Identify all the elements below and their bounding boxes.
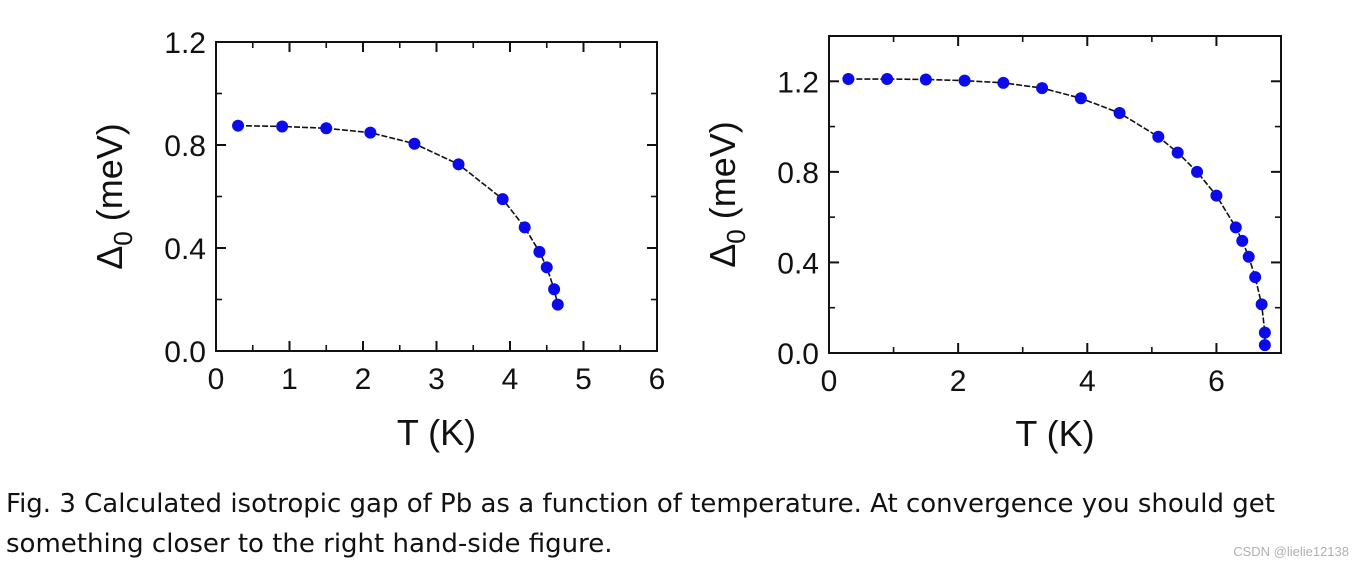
data-point: [1258, 339, 1271, 352]
y-axis-title: Δ0 (meV): [89, 123, 138, 270]
y-tick-label: 0.0: [777, 338, 819, 371]
data-point: [540, 261, 553, 274]
data-point: [496, 193, 509, 206]
y-axis-title: Δ0 (meV): [702, 121, 751, 268]
data-point: [1210, 189, 1223, 202]
series-line: [238, 124, 559, 305]
data-point: [1258, 326, 1271, 339]
y-tick-label: 0.4: [777, 247, 819, 280]
y-tick-label: 0.8: [777, 157, 819, 190]
data-point: [1171, 146, 1184, 159]
x-axis-title: T (K): [397, 412, 476, 453]
y-axis-title-sub: 0: [108, 231, 138, 245]
y-axis-title-sub: 0: [721, 229, 751, 243]
data-point: [958, 74, 971, 87]
x-tick-label: 2: [950, 365, 967, 398]
x-tick-label: 5: [575, 363, 592, 396]
figure-charts: 0 1 2 3 4 5 60.00.40.81.2T (K)Δ0 (meV) 0 2 4 60.0…: [89, 27, 1282, 454]
data-point: [408, 137, 421, 150]
y-tick-label: 0.4: [164, 233, 206, 266]
x-tick-label: 6: [1208, 365, 1225, 398]
x-tick-label: 0: [208, 363, 225, 396]
y-tick-label: 0.0: [164, 336, 206, 369]
data-point: [364, 126, 377, 139]
x-tick-label: 0: [821, 365, 838, 398]
data-point: [518, 221, 531, 234]
y-tick-label: 1.2: [777, 66, 819, 99]
x-tick-label: 6: [649, 363, 666, 396]
data-point: [997, 76, 1010, 89]
data-point: [1249, 271, 1262, 284]
y-axis-title-unit: (meV): [89, 123, 130, 231]
y-tick-label: 1.2: [164, 27, 206, 60]
y-axis-title-main: Δ: [89, 246, 130, 270]
data-point: [320, 122, 333, 135]
data-point: [1036, 82, 1049, 95]
data-point: [1191, 165, 1204, 178]
chart-left: 0 1 2 3 4 5 60.00.40.81.2T (K)Δ0 (meV): [89, 27, 665, 453]
plot-frame: [215, 41, 658, 352]
data-point: [919, 73, 932, 86]
data-point: [232, 119, 245, 132]
figure-caption: Fig. 3 Calculated isotropic gap of Pb as…: [6, 489, 1275, 559]
data-point: [1229, 221, 1242, 234]
data-point: [1074, 92, 1087, 105]
y-axis-title-unit: (meV): [702, 121, 743, 229]
data-point: [452, 158, 465, 171]
watermark: CSDN @lielie12138: [1233, 544, 1349, 559]
chart-right: 0 2 4 60.00.40.81.2T (K)Δ0 (meV): [702, 35, 1282, 454]
x-tick-label: 1: [281, 363, 298, 396]
data-point: [1255, 298, 1268, 311]
x-tick-label: 2: [355, 363, 372, 396]
x-tick-label: 4: [502, 363, 519, 396]
data-point: [276, 120, 289, 133]
data-point: [1113, 106, 1126, 119]
plot-frame: [828, 35, 1282, 354]
data-point: [842, 73, 855, 86]
data-point: [1236, 234, 1249, 247]
y-tick-label: 0.8: [164, 130, 206, 163]
y-axis-title-main: Δ: [702, 244, 743, 268]
data-point: [548, 283, 561, 296]
data-point: [881, 73, 894, 86]
data-point: [1242, 250, 1255, 263]
data-point: [551, 298, 564, 311]
x-tick-label: 4: [1079, 365, 1096, 398]
x-axis-title: T (K): [1015, 413, 1094, 454]
data-point: [1152, 130, 1165, 143]
series-line: [848, 78, 1266, 346]
x-tick-label: 3: [428, 363, 445, 396]
data-point: [533, 245, 546, 258]
